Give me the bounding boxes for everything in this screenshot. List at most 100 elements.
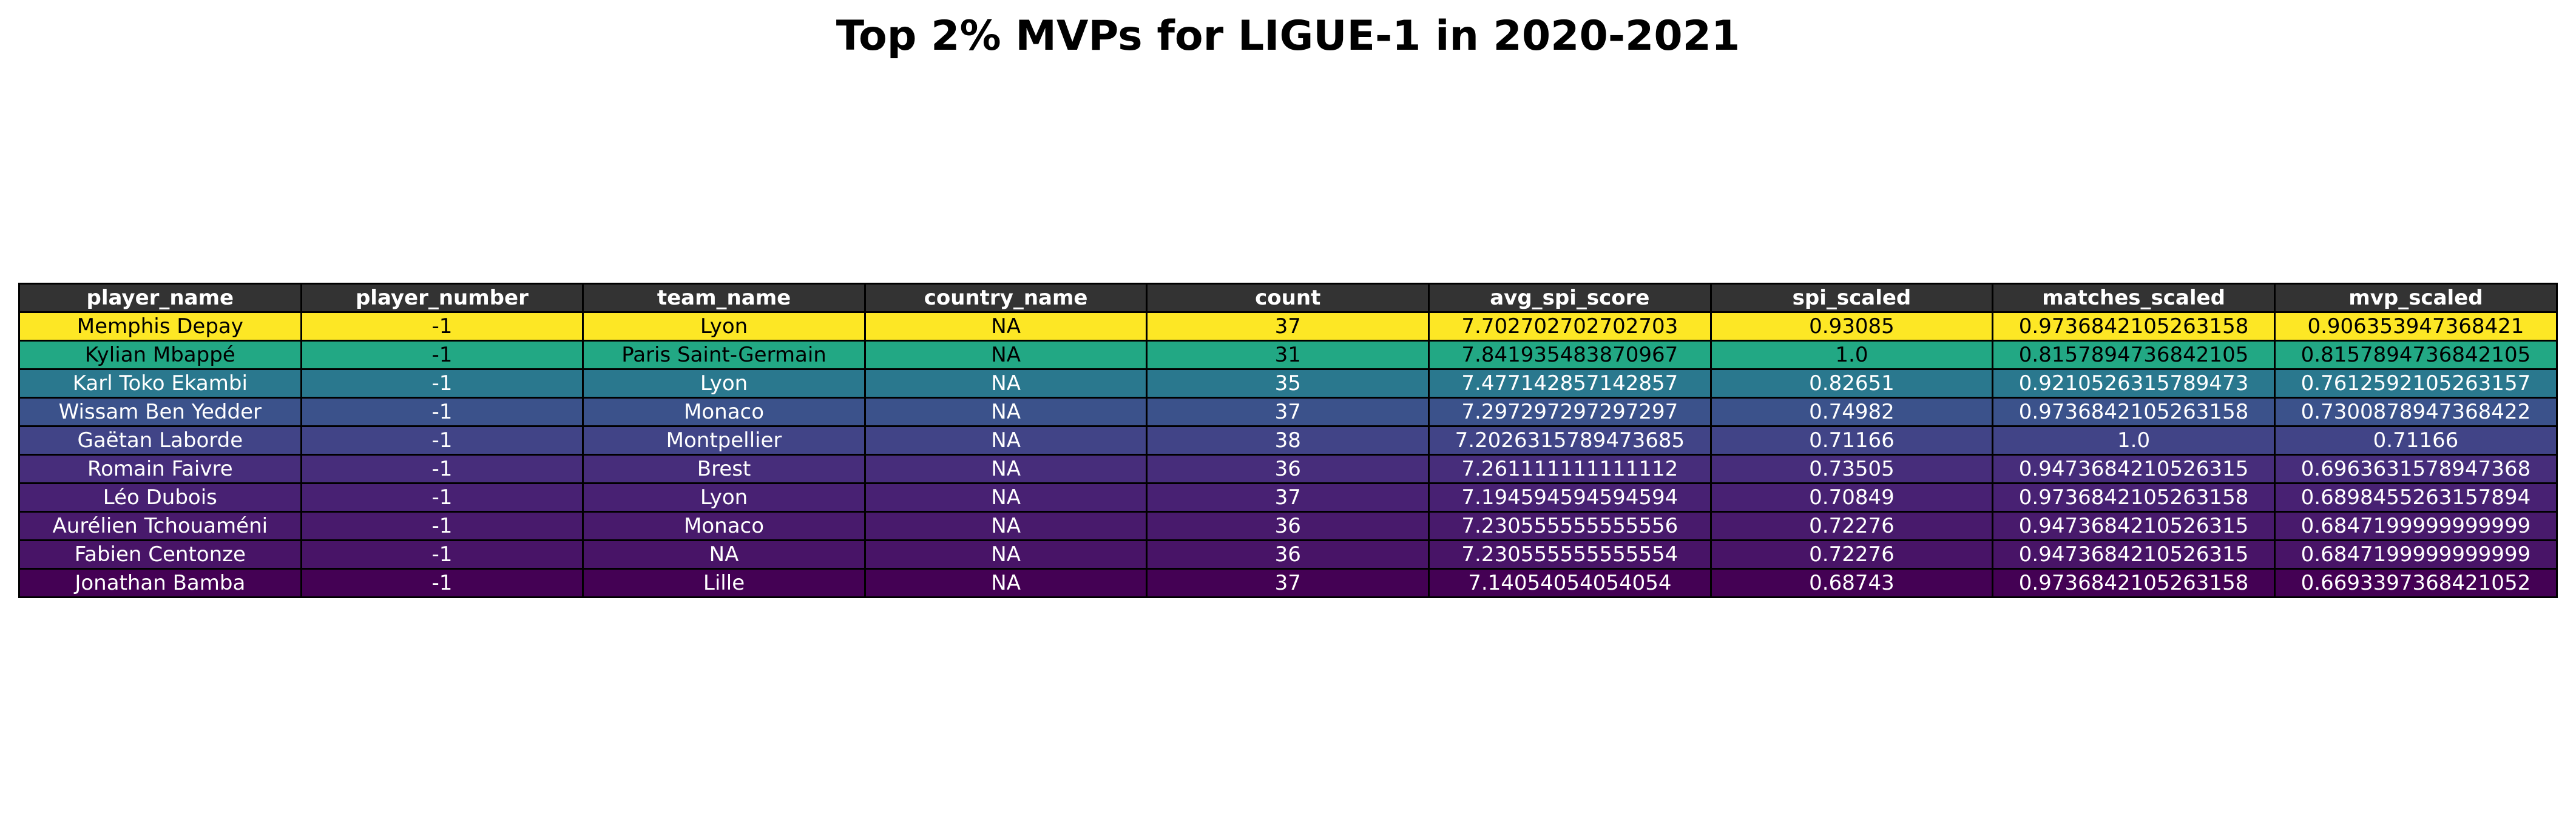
cell-player-number: -1 — [300, 397, 584, 427]
cell-player-name: Jonathan Bamba — [18, 568, 302, 598]
cell-player-name: Karl Toko Ekambi — [18, 368, 302, 399]
cell-team-name: Montpellier — [582, 425, 866, 456]
mvp-table: player_name player_number team_name country… — [18, 283, 2558, 598]
cell-spi-scaled: 0.93085 — [1709, 311, 1994, 342]
cell-player-number: -1 — [300, 340, 584, 370]
table-header: player_name player_number team_name country… — [18, 283, 2558, 313]
column-header-team-name: team_name — [582, 283, 866, 313]
cell-player-number: -1 — [300, 511, 584, 541]
cell-player-name: Aurélien Tchouaméni — [18, 511, 302, 541]
column-header-avg-spi-score: avg_spi_score — [1428, 283, 1712, 313]
column-header-spi-scaled: spi_scaled — [1709, 283, 1994, 313]
cell-player-number: -1 — [300, 311, 584, 342]
cell-team-name: Lille — [582, 568, 866, 598]
table-row: Aurélien Tchouaméni -1 Monaco NA 36 7.2305555… — [18, 511, 2558, 541]
cell-count: 37 — [1146, 311, 1430, 342]
cell-team-name: Brest — [582, 454, 866, 484]
cell-player-number: -1 — [300, 454, 584, 484]
cell-avg-spi-score: 7.14054054054054 — [1428, 568, 1712, 598]
table-row: Jonathan Bamba -1 Lille NA 37 7.1405405405405… — [18, 568, 2558, 598]
cell-matches-scaled: 0.9736842105263158 — [1992, 311, 2276, 342]
table-row: Fabien Centonze -1 NA NA 36 7.230555555555554… — [18, 539, 2558, 570]
cell-country-name: NA — [864, 568, 1148, 598]
cell-count: 31 — [1146, 340, 1430, 370]
cell-matches-scaled: 0.9210526315789473 — [1992, 368, 2276, 399]
cell-player-name: Fabien Centonze — [18, 539, 302, 570]
column-header-player-name: player_name — [18, 283, 302, 313]
cell-player-number: -1 — [300, 568, 584, 598]
cell-country-name: NA — [864, 397, 1148, 427]
chart-title: Top 2% MVPs for LIGUE-1 in 2020-2021 — [836, 12, 1740, 60]
table-row: Kylian Mbappé -1 Paris Saint-Germain NA 31 7.… — [18, 340, 2558, 370]
cell-spi-scaled: 0.68743 — [1709, 568, 1994, 598]
column-header-count: count — [1146, 283, 1430, 313]
cell-avg-spi-score: 7.194594594594594 — [1428, 482, 1712, 513]
cell-avg-spi-score: 7.702702702702703 — [1428, 311, 1712, 342]
cell-matches-scaled: 0.9473684210526315 — [1992, 539, 2276, 570]
cell-mvp-scaled: 0.7300878947368422 — [2273, 397, 2558, 427]
cell-player-name: Romain Faivre — [18, 454, 302, 484]
cell-country-name: NA — [864, 340, 1148, 370]
cell-spi-scaled: 1.0 — [1709, 340, 1994, 370]
cell-spi-scaled: 0.72276 — [1709, 539, 1994, 570]
cell-country-name: NA — [864, 511, 1148, 541]
column-header-player-number: player_number — [300, 283, 584, 313]
cell-mvp-scaled: 0.6847199999999999 — [2273, 539, 2558, 570]
table-row: Wissam Ben Yedder -1 Monaco NA 37 7.297297297… — [18, 397, 2558, 427]
header-row: player_name player_number team_name country… — [18, 283, 2558, 313]
cell-matches-scaled: 1.0 — [1992, 425, 2276, 456]
cell-avg-spi-score: 7.2026315789473685 — [1428, 425, 1712, 456]
cell-spi-scaled: 0.74982 — [1709, 397, 1994, 427]
cell-country-name: NA — [864, 539, 1148, 570]
cell-count: 36 — [1146, 539, 1430, 570]
cell-team-name: Lyon — [582, 311, 866, 342]
cell-mvp-scaled: 0.6963631578947368 — [2273, 454, 2558, 484]
cell-count: 36 — [1146, 454, 1430, 484]
cell-team-name: Monaco — [582, 511, 866, 541]
table-body: Memphis Depay -1 Lyon NA 37 7.702702702702703… — [18, 311, 2558, 598]
cell-matches-scaled: 0.9473684210526315 — [1992, 511, 2276, 541]
cell-team-name: NA — [582, 539, 866, 570]
cell-matches-scaled: 0.9736842105263158 — [1992, 568, 2276, 598]
cell-country-name: NA — [864, 425, 1148, 456]
table-row: Gaëtan Laborde -1 Montpellier NA 38 7.2026315… — [18, 425, 2558, 456]
cell-player-name: Kylian Mbappé — [18, 340, 302, 370]
cell-player-number: -1 — [300, 368, 584, 399]
cell-player-number: -1 — [300, 539, 584, 570]
cell-count: 38 — [1146, 425, 1430, 456]
cell-country-name: NA — [864, 482, 1148, 513]
cell-player-name: Memphis Depay — [18, 311, 302, 342]
cell-spi-scaled: 0.71166 — [1709, 425, 1994, 456]
cell-matches-scaled: 0.8157894736842105 — [1992, 340, 2276, 370]
cell-player-name: Léo Dubois — [18, 482, 302, 513]
cell-player-name: Wissam Ben Yedder — [18, 397, 302, 427]
column-header-mvp-scaled: mvp_scaled — [2273, 283, 2558, 313]
cell-country-name: NA — [864, 311, 1148, 342]
cell-mvp-scaled: 0.8157894736842105 — [2273, 340, 2558, 370]
cell-country-name: NA — [864, 454, 1148, 484]
cell-avg-spi-score: 7.297297297297297 — [1428, 397, 1712, 427]
cell-count: 37 — [1146, 568, 1430, 598]
cell-player-name: Gaëtan Laborde — [18, 425, 302, 456]
cell-mvp-scaled: 0.6847199999999999 — [2273, 511, 2558, 541]
cell-matches-scaled: 0.9736842105263158 — [1992, 397, 2276, 427]
cell-matches-scaled: 0.9473684210526315 — [1992, 454, 2276, 484]
cell-avg-spi-score: 7.230555555555556 — [1428, 511, 1712, 541]
table-row: Karl Toko Ekambi -1 Lyon NA 35 7.477142857142… — [18, 368, 2558, 399]
table-row: Memphis Depay -1 Lyon NA 37 7.702702702702703… — [18, 311, 2558, 342]
cell-mvp-scaled: 0.7612592105263157 — [2273, 368, 2558, 399]
cell-count: 35 — [1146, 368, 1430, 399]
table-row: Romain Faivre -1 Brest NA 36 7.26111111111111… — [18, 454, 2558, 484]
cell-country-name: NA — [864, 368, 1148, 399]
cell-avg-spi-score: 7.261111111111112 — [1428, 454, 1712, 484]
table-row: Léo Dubois -1 Lyon NA 37 7.194594594594594 0.7… — [18, 482, 2558, 513]
cell-spi-scaled: 0.70849 — [1709, 482, 1994, 513]
cell-team-name: Paris Saint-Germain — [582, 340, 866, 370]
cell-avg-spi-score: 7.477142857142857 — [1428, 368, 1712, 399]
cell-mvp-scaled: 0.71166 — [2273, 425, 2558, 456]
cell-team-name: Lyon — [582, 368, 866, 399]
cell-player-number: -1 — [300, 482, 584, 513]
cell-team-name: Lyon — [582, 482, 866, 513]
cell-spi-scaled: 0.73505 — [1709, 454, 1994, 484]
column-header-matches-scaled: matches_scaled — [1992, 283, 2276, 313]
